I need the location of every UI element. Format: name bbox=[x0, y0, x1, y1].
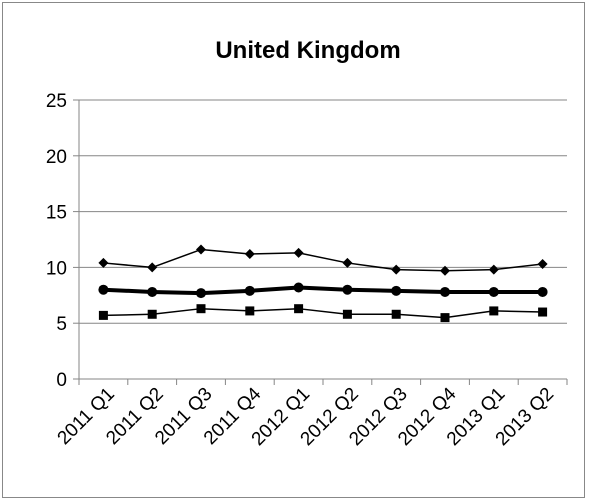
chart-title: United Kingdom bbox=[215, 37, 400, 64]
data-point-circle bbox=[196, 288, 206, 299]
series-2 bbox=[98, 282, 548, 299]
data-point-diamond bbox=[244, 249, 255, 260]
data-point-circle bbox=[244, 285, 255, 296]
gridlines bbox=[79, 99, 567, 324]
data-point-circle bbox=[147, 286, 158, 297]
series-group bbox=[98, 244, 548, 323]
data-point-circle bbox=[98, 284, 109, 295]
data-point-square bbox=[440, 313, 450, 323]
data-point-diamond bbox=[391, 264, 402, 275]
data-point-square bbox=[294, 304, 304, 314]
data-point-circle bbox=[488, 286, 499, 297]
y-tick-label: 5 bbox=[56, 314, 67, 335]
data-point-square bbox=[245, 306, 255, 316]
data-point-diamond bbox=[342, 257, 353, 268]
y-tick-label: 15 bbox=[46, 203, 67, 224]
data-point-square bbox=[391, 309, 401, 319]
series-3 bbox=[98, 304, 548, 323]
y-tick-label: 20 bbox=[46, 147, 67, 168]
data-point-circle bbox=[342, 284, 353, 295]
axes bbox=[73, 99, 568, 385]
data-point-square bbox=[196, 304, 206, 314]
data-point-square bbox=[538, 307, 548, 317]
chart-frame bbox=[2, 2, 585, 498]
y-tick-label: 10 bbox=[46, 258, 67, 279]
data-point-square bbox=[489, 306, 499, 316]
data-point-diamond bbox=[147, 262, 158, 273]
data-point-square bbox=[98, 310, 108, 320]
series-line bbox=[103, 248, 543, 272]
data-point-circle bbox=[537, 286, 548, 297]
data-point-circle bbox=[391, 285, 402, 296]
series-line bbox=[103, 285, 543, 296]
data-point-diamond bbox=[488, 264, 499, 275]
data-point-diamond bbox=[293, 247, 304, 258]
data-point-square bbox=[147, 309, 157, 319]
data-point-diamond bbox=[196, 244, 206, 255]
data-point-diamond bbox=[440, 265, 450, 276]
series-1 bbox=[98, 244, 548, 276]
data-point-diamond bbox=[537, 259, 548, 270]
y-tick-labels: 0 5 10 15 20 25 bbox=[46, 91, 67, 391]
data-point-circle bbox=[293, 282, 304, 293]
data-point-square bbox=[342, 309, 352, 319]
y-tick-label: 0 bbox=[56, 370, 67, 391]
series-line bbox=[103, 307, 543, 319]
y-tick-label: 25 bbox=[46, 91, 67, 112]
data-point-circle bbox=[440, 286, 450, 297]
data-point-diamond bbox=[98, 257, 109, 268]
